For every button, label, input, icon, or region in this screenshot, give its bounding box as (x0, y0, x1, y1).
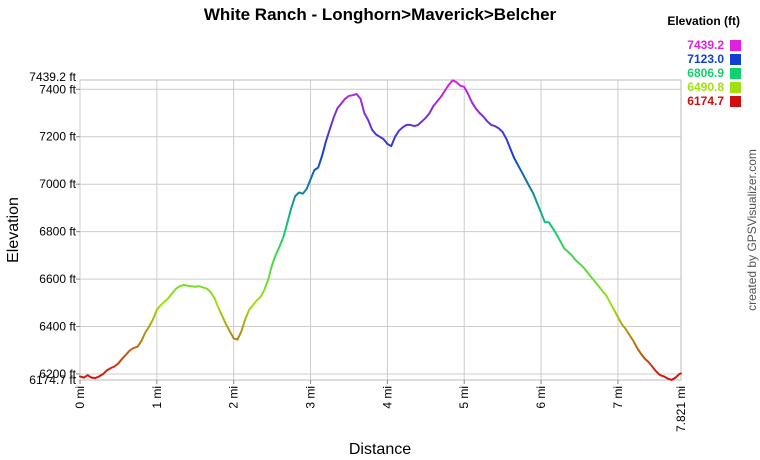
y-tick-label: 6400 ft (39, 320, 76, 334)
legend-swatch (730, 68, 741, 79)
legend: Elevation (ft) 7439.27123.06806.96490.86… (667, 14, 741, 108)
x-tick-label: 0 mi (73, 386, 87, 409)
y-tick-label: 7200 ft (39, 130, 76, 144)
x-tick-label: 1 mi (150, 386, 164, 409)
elevation-series (79, 79, 682, 381)
y-axis-ticks: 6200 ft 6400 ft 6600 ft 6800 ft 7000 ft 7200 … (29, 70, 80, 387)
y-tick-label: 6800 ft (39, 225, 76, 239)
y-axis-label: Elevation (5, 197, 22, 263)
legend-swatch (730, 54, 741, 65)
legend-value: 6490.8 (687, 80, 724, 94)
legend-swatch (730, 96, 741, 107)
x-tick-label: 4 mi (380, 386, 394, 409)
plot-area (79, 79, 682, 381)
x-axis-ticks: 0 mi 1 mi 2 mi 3 mi 4 mi 5 mi 6 mi 7 mi 7.821 mi (73, 380, 688, 432)
legend-title: Elevation (ft) (667, 14, 740, 28)
y-tick-label: 6600 ft (39, 272, 76, 286)
legend-value: 6174.7 (687, 94, 724, 108)
x-tick-label: 5 mi (457, 386, 471, 409)
legend-value: 6806.9 (687, 66, 724, 80)
y-tick-label: 7000 ft (39, 177, 76, 191)
legend-value: 7123.0 (687, 52, 724, 66)
x-tick-label: 2 mi (227, 386, 241, 409)
x-tick-label: 6 mi (534, 386, 548, 409)
credit-text: created by GPSVisualizer.com (745, 149, 759, 311)
chart-title: White Ranch - Longhorn>Maverick>Belcher (204, 5, 557, 24)
y-max-label: 7439.2 ft (29, 70, 76, 84)
legend-value: 7439.2 (687, 38, 724, 52)
legend-swatch (730, 82, 741, 93)
legend-swatch (730, 40, 741, 51)
y-min-label: 6174.7 ft (29, 373, 76, 387)
x-tick-label: 7 mi (611, 386, 625, 409)
x-tick-label: 3 mi (304, 386, 318, 409)
y-tick-label: 7400 ft (39, 82, 76, 96)
x-axis-label: Distance (349, 441, 411, 458)
elevation-line (79, 79, 682, 381)
y-tick-label: 6200 ft (39, 367, 76, 381)
x-end-label: 7.821 mi (674, 386, 688, 432)
